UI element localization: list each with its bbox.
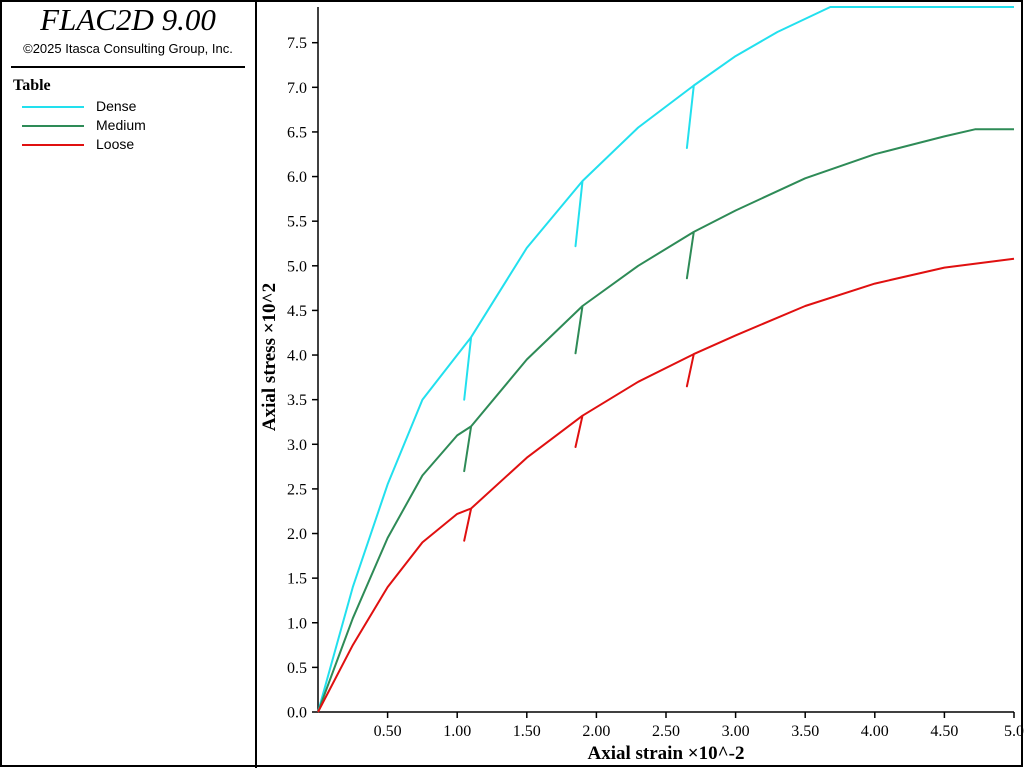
x-axis-ticks: 0.50 1.00 1.50 2.00 2.50 3.00 3.50 4.00 4.50 5.0: [374, 712, 1024, 740]
x-tick-label: 5.0: [1004, 723, 1024, 740]
legend-heading: Table: [13, 77, 51, 94]
y-tick-label: 5.0: [287, 258, 307, 275]
y-tick-label: 3.0: [287, 437, 307, 454]
panel-divider: [11, 66, 245, 68]
y-axis-title: Axial stress ×10^2: [259, 283, 280, 431]
y-tick-label: 1.0: [287, 615, 307, 632]
y-tick-label: 0.5: [287, 660, 307, 677]
series-layer: [317, 6, 1015, 713]
y-tick-label: 3.5: [287, 392, 307, 409]
x-tick-label: 1.00: [443, 723, 471, 740]
legend-swatch-medium: [22, 125, 84, 127]
y-tick-label: 4.0: [287, 348, 307, 365]
x-tick-label: 3.50: [791, 723, 819, 740]
y-tick-label: 4.5: [287, 303, 307, 320]
x-tick-label: 2.50: [652, 723, 680, 740]
x-axis-title: Axial strain ×10^-2: [588, 743, 745, 764]
legend-item-loose: Loose: [22, 136, 242, 154]
y-tick-label: 6.5: [287, 124, 307, 141]
copyright-notice: ©2025 Itasca Consulting Group, Inc.: [23, 41, 233, 56]
y-tick-label: 2.0: [287, 526, 307, 543]
legend-swatch-dense: [22, 106, 84, 108]
y-tick-label: 5.5: [287, 214, 307, 231]
legend-label-dense: Dense: [96, 98, 137, 114]
y-tick-label: 7.0: [287, 80, 307, 97]
series-line-loose: [317, 257, 1015, 713]
x-tick-label: 1.50: [513, 723, 541, 740]
y-axis-ticks: 0.0 0.5 1.0 1.5 2.0 2.5 3.0 3.5 4.0 4.5 5.0 5.5 6.0 6…: [287, 35, 318, 722]
y-tick-label: 0.0: [287, 705, 307, 722]
app-title: FLAC2D 9.00: [40, 2, 216, 37]
legend-panel: FLAC2D 9.00 ©2025 Itasca Consulting Grou…: [0, 0, 256, 768]
legend-swatch-loose: [22, 144, 84, 146]
legend-item-medium: Medium: [22, 117, 242, 135]
series-line-medium: [317, 128, 1014, 713]
x-tick-label: 0.50: [374, 723, 402, 740]
series-line-dense: [317, 6, 1014, 713]
legend-label-loose: Loose: [96, 136, 135, 152]
x-tick-label: 4.00: [861, 723, 889, 740]
y-tick-label: 6.0: [287, 169, 307, 186]
x-tick-label: 4.50: [930, 723, 958, 740]
y-tick-label: 1.5: [287, 571, 307, 588]
y-tick-label: 7.5: [287, 35, 307, 52]
y-tick-label: 2.5: [287, 481, 307, 498]
legend-item-dense: Dense: [22, 98, 242, 116]
legend-label-medium: Medium: [96, 117, 146, 133]
x-tick-label: 3.00: [722, 723, 750, 740]
x-tick-label: 2.00: [582, 723, 610, 740]
